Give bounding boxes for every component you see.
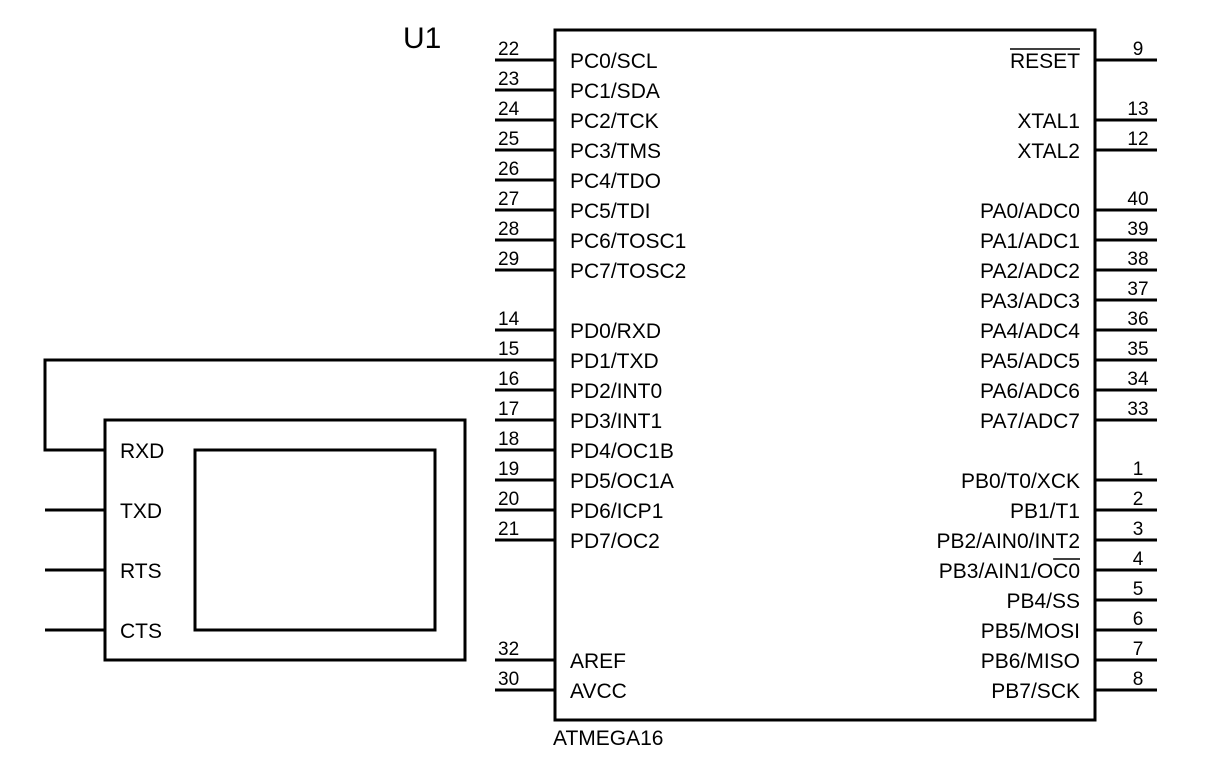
pin-number: 3 xyxy=(1133,519,1144,540)
pin-label: PA1/ADC1 xyxy=(980,230,1080,253)
pin-label: PD3/INT1 xyxy=(570,410,662,433)
pin-number: 15 xyxy=(498,339,519,360)
pin-label: PB2/AIN0/INT2 xyxy=(936,530,1080,553)
pin-label: AVCC xyxy=(570,680,627,703)
virtual-terminal-screen xyxy=(193,448,437,632)
pin-number: 12 xyxy=(1127,129,1148,150)
pin-number: 18 xyxy=(498,429,519,450)
pin-label: PA4/ADC4 xyxy=(980,320,1080,343)
pin-label: PC1/SDA xyxy=(570,80,660,103)
pin-label: PD4/OC1B xyxy=(570,440,674,463)
pin-number: 32 xyxy=(498,639,519,660)
pin-label: XTAL1 xyxy=(1017,110,1080,133)
pin-number: 34 xyxy=(1127,369,1149,390)
virtual-terminal-pins: RXD TXD RTS CTS xyxy=(45,440,164,643)
pin-label: PB0/T0/XCK xyxy=(961,470,1080,493)
pin-number: 26 xyxy=(498,159,519,180)
pin-number: 23 xyxy=(498,69,519,90)
pin-label: PB7/SCK xyxy=(991,680,1080,703)
pin-number: 9 xyxy=(1133,39,1144,60)
pin-label: PD2/INT0 xyxy=(570,380,662,403)
pin-number: 40 xyxy=(1127,189,1148,210)
pin-number: 6 xyxy=(1133,609,1144,630)
pin-label: AREF xyxy=(570,650,626,673)
pin-label: PC0/SCL xyxy=(570,50,658,73)
pin-label: PA3/ADC3 xyxy=(980,290,1080,313)
terminal-pin-label: CTS xyxy=(120,620,162,643)
pin-number: 16 xyxy=(498,369,519,390)
pin-label: PA6/ADC6 xyxy=(980,380,1080,403)
pin-number: 25 xyxy=(498,129,519,150)
pin-number: 36 xyxy=(1127,309,1148,330)
pin-number: 33 xyxy=(1127,399,1148,420)
pin-number: 27 xyxy=(498,189,519,210)
pin-number: 28 xyxy=(498,219,519,240)
chip-left-pins: 22 PC0/SCL 23 PC1/SDA 24 PC2/TCK 25 PC3/TMS 26 PC… xyxy=(495,39,686,703)
pin-number: 5 xyxy=(1133,579,1144,600)
pin-number: 14 xyxy=(498,309,520,330)
pin-number: 24 xyxy=(498,99,520,120)
chip-part-label: ATMEGA16 xyxy=(553,727,663,750)
terminal-pin-label: RXD xyxy=(120,440,164,463)
pin-label: RESET xyxy=(1010,50,1080,73)
pin-label: PC5/TDI xyxy=(570,200,651,223)
pin-number: 7 xyxy=(1133,639,1144,660)
pin-label: PC6/TOSC1 xyxy=(570,230,686,253)
pin-number: 37 xyxy=(1127,279,1148,300)
pin-number: 30 xyxy=(498,669,519,690)
terminal-pin-label: RTS xyxy=(120,560,162,583)
pin-label: PD6/ICP1 xyxy=(570,500,663,523)
pin-label: PA5/ADC5 xyxy=(980,350,1080,373)
pin-label: PD5/OC1A xyxy=(570,470,674,493)
chip-body[interactable] xyxy=(553,28,1097,722)
pin-label: PB1/T1 xyxy=(1010,500,1080,523)
pin-number: 1 xyxy=(1133,459,1144,480)
pin-number: 2 xyxy=(1133,489,1144,510)
pin-number: 29 xyxy=(498,249,519,270)
pin-label: PC2/TCK xyxy=(570,110,659,133)
pin-number: 4 xyxy=(1133,549,1144,570)
pin-number: 21 xyxy=(498,519,519,540)
pin-number: 22 xyxy=(498,39,519,60)
virtual-terminal-body[interactable] xyxy=(103,418,467,662)
pin-label: PC3/TMS xyxy=(570,140,661,163)
pin-label: PD1/TXD xyxy=(570,350,659,373)
pin-label: PA7/ADC7 xyxy=(980,410,1080,433)
pin-label: PC4/TDO xyxy=(570,170,661,193)
pin-label: XTAL2 xyxy=(1017,140,1080,163)
pin-label: PB5/MOSI xyxy=(981,620,1080,643)
pin-number: 13 xyxy=(1127,99,1148,120)
wire-txd-to-rxd[interactable] xyxy=(43,358,555,452)
pin-number: 20 xyxy=(498,489,519,510)
chip-right-pins: 9RESET13XTAL112XTAL240PA0/ADC039PA1/ADC1… xyxy=(936,39,1157,703)
terminal-pin-label: TXD xyxy=(120,500,162,523)
pin-number: 39 xyxy=(1127,219,1148,240)
pin-label: PD7/OC2 xyxy=(570,530,660,553)
pin-number: 17 xyxy=(498,399,519,420)
pin-label: PB6/MISO xyxy=(981,650,1080,673)
pin-label: PC7/TOSC2 xyxy=(570,260,686,283)
pin-label: PA2/ADC2 xyxy=(980,260,1080,283)
pin-number: 38 xyxy=(1127,249,1148,270)
pin-label: PB4/SS xyxy=(1006,590,1080,613)
pin-label: PA0/ADC0 xyxy=(980,200,1080,223)
chip-ref-label: U1 xyxy=(403,22,441,55)
pin-number: 35 xyxy=(1127,339,1148,360)
pin-label: PB3/AIN1/OC0 xyxy=(939,560,1080,583)
pin-number: 8 xyxy=(1133,669,1144,690)
pin-number: 19 xyxy=(498,459,519,480)
pin-label: PD0/RXD xyxy=(570,320,661,343)
